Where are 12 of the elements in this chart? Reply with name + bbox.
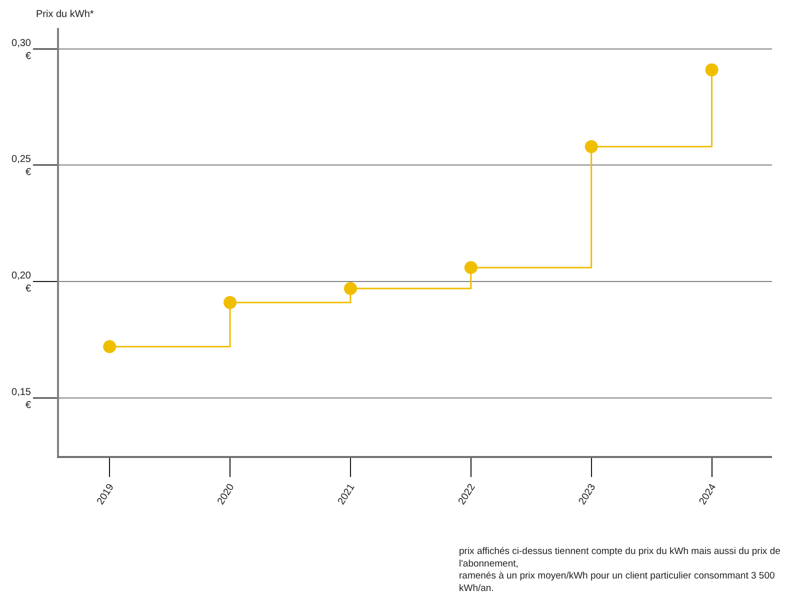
point xyxy=(224,296,237,309)
point xyxy=(705,63,718,76)
y-tick-label: 0,30 € xyxy=(12,38,32,62)
point xyxy=(103,340,116,354)
y-tick-label: 0,20 € xyxy=(12,270,32,295)
y-axis-title: Prix du kWh* xyxy=(36,9,94,20)
text: prix affichés ci-dessus tiennent compte du prix du kWh mais aussi du prix de l'abonnement, ramenés à un prix moyen/kWh pour un client particulier consommant 3 500 kWh/an. xyxy=(459,546,780,592)
y-tick-label: 0,25 € xyxy=(12,154,32,178)
y-tick-label: 0,15 € xyxy=(12,386,32,411)
point xyxy=(464,261,478,274)
point xyxy=(584,140,598,154)
point xyxy=(344,282,357,296)
